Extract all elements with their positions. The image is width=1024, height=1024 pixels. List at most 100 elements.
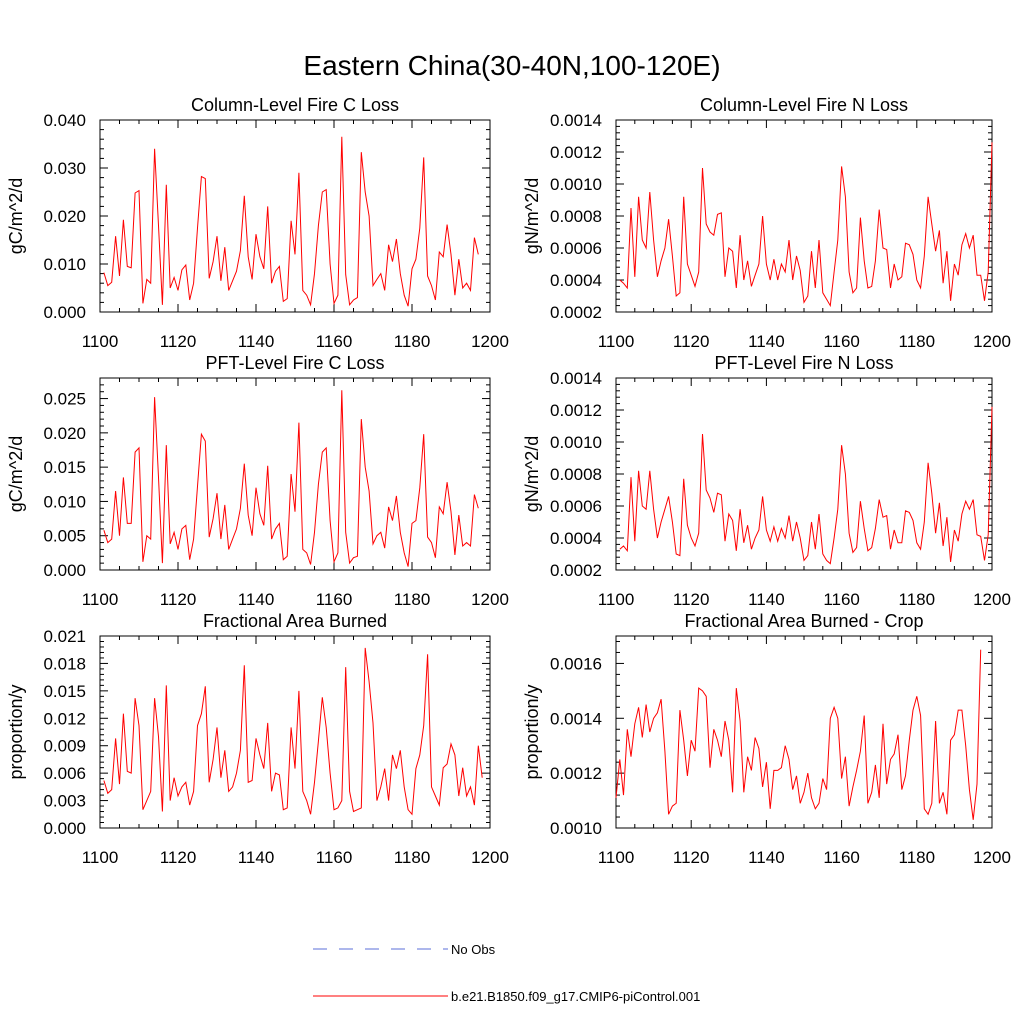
x-tick-label: 1200 [471, 590, 509, 609]
plot-frame [615, 119, 993, 313]
x-tick-label: 1200 [973, 332, 1011, 351]
y-tick-label: 0.0004 [550, 271, 602, 290]
y-axis-label: proportion/y [6, 684, 26, 779]
y-tick-label: 0.018 [43, 654, 86, 673]
x-tick-label: 1120 [673, 848, 710, 867]
panel-title: PFT-Level Fire C Loss [205, 353, 384, 373]
y-tick-label: 0.0014 [550, 369, 602, 388]
x-tick-label: 1160 [316, 332, 353, 351]
y-tick-label: 0.0006 [550, 497, 602, 516]
legend: No Obs b.e21.B1850.f09_g17.CMIP6-piContr… [313, 942, 700, 1004]
y-tick-label: 0.030 [43, 159, 86, 178]
figure-title: Eastern China(30-40N,100-120E) [303, 50, 720, 81]
x-tick-label: 1100 [82, 848, 119, 867]
y-axis-label: gC/m^2/d [6, 178, 26, 254]
x-tick-label: 1120 [673, 590, 710, 609]
y-tick-label: 0.0008 [550, 465, 602, 484]
x-tick-label: 1140 [238, 332, 275, 351]
x-tick-label: 1200 [471, 848, 509, 867]
y-tick-label: 0.020 [43, 424, 86, 443]
panel-pft-fire-n-loss: PFT-Level Fire N Loss 1100 1120 1140 1160 118… [522, 353, 1011, 609]
x-tick-label: 1100 [598, 848, 635, 867]
x-tick-label: 1180 [394, 590, 431, 609]
y-tick-label: 0.0004 [550, 529, 602, 548]
y-tick-label: 0.025 [43, 390, 86, 409]
x-tick-label: 1160 [316, 848, 353, 867]
y-tick-label: 0.0012 [550, 143, 602, 162]
legend-no-obs-label: No Obs [451, 942, 496, 957]
x-tick-label: 1140 [748, 332, 785, 351]
panel-title: PFT-Level Fire N Loss [714, 353, 893, 373]
y-tick-label: 0.020 [43, 207, 86, 226]
x-tick-label: 1160 [823, 590, 860, 609]
panel-title: Column-Level Fire N Loss [700, 95, 908, 115]
y-tick-label: 0.010 [43, 255, 86, 274]
series-line [103, 136, 479, 307]
x-tick-label: 1140 [238, 848, 275, 867]
y-tick-label: 0.003 [43, 792, 86, 811]
panel-title: Fractional Area Burned - Crop [684, 611, 923, 631]
x-tick-label: 1180 [394, 332, 431, 351]
y-tick-label: 0.0010 [550, 433, 602, 452]
y-tick-label: 0.012 [43, 709, 86, 728]
y-tick-label: 0.009 [43, 737, 86, 756]
y-axis-label: proportion/y [522, 684, 542, 779]
x-tick-label: 1100 [82, 590, 119, 609]
y-tick-label: 0.010 [43, 492, 86, 511]
plot-frame [615, 377, 993, 571]
y-tick-label: 0.021 [43, 627, 86, 646]
x-tick-label: 1100 [598, 590, 635, 609]
y-tick-label: 0.000 [43, 561, 86, 580]
y-tick-label: 0.015 [43, 682, 86, 701]
x-tick-label: 1200 [471, 332, 509, 351]
plot-frame [615, 635, 993, 829]
x-tick-label: 1120 [673, 332, 710, 351]
x-tick-label: 1120 [160, 848, 197, 867]
y-axis-label: gN/m^2/d [522, 178, 542, 254]
y-tick-label: 0.0008 [550, 207, 602, 226]
series-line [615, 649, 982, 820]
y-axis-label: gN/m^2/d [522, 436, 542, 512]
panel-pft-fire-c-loss: PFT-Level Fire C Loss 1100 1120 1140 1160 118… [6, 353, 509, 609]
x-tick-label: 1160 [316, 590, 353, 609]
x-tick-label: 1180 [394, 848, 431, 867]
panel-title: Fractional Area Burned [203, 611, 387, 631]
y-tick-label: 0.0014 [550, 709, 602, 728]
y-tick-label: 0.0016 [550, 654, 602, 673]
y-tick-label: 0.0012 [550, 764, 602, 783]
x-tick-label: 1120 [160, 590, 197, 609]
series-line [103, 390, 479, 567]
x-tick-label: 1160 [823, 332, 860, 351]
y-tick-label: 0.015 [43, 458, 86, 477]
panel-title: Column-Level Fire C Loss [191, 95, 399, 115]
legend-model-label: b.e21.B1850.f09_g17.CMIP6-piControl.001 [451, 989, 700, 1004]
x-tick-label: 1200 [973, 848, 1011, 867]
x-tick-label: 1160 [823, 848, 860, 867]
x-tick-label: 1180 [899, 332, 936, 351]
y-tick-label: 0.0002 [550, 303, 602, 322]
x-tick-label: 1180 [899, 848, 936, 867]
y-tick-label: 0.0010 [550, 819, 602, 838]
x-tick-label: 1140 [748, 848, 785, 867]
y-tick-label: 0.0012 [550, 401, 602, 420]
y-tick-label: 0.006 [43, 764, 86, 783]
panel-fractional-area-burned-crop: Fractional Area Burned - Crop 1100 1120 114… [522, 611, 1011, 867]
x-tick-label: 1140 [748, 590, 785, 609]
y-tick-label: 0.0006 [550, 239, 602, 258]
series-line [619, 406, 993, 565]
series-line [619, 142, 993, 308]
series-line [103, 647, 483, 816]
x-tick-label: 1100 [82, 332, 119, 351]
panel-fractional-area-burned: Fractional Area Burned 1100 1120 1140 1160 11… [6, 611, 509, 867]
x-tick-label: 1200 [973, 590, 1011, 609]
y-tick-label: 0.000 [43, 819, 86, 838]
x-tick-label: 1140 [238, 590, 275, 609]
y-tick-label: 0.0002 [550, 561, 602, 580]
x-tick-label: 1100 [598, 332, 635, 351]
y-tick-label: 0.0010 [550, 175, 602, 194]
y-axis-label: gC/m^2/d [6, 436, 26, 512]
panel-column-fire-c-loss: Column-Level Fire C Loss 1100 1120 1140 1160… [6, 95, 509, 351]
panel-column-fire-n-loss: Column-Level Fire N Loss 1100 1120 1140 1160… [522, 95, 1011, 351]
x-tick-label: 1120 [160, 332, 197, 351]
y-tick-label: 0.040 [43, 111, 86, 130]
